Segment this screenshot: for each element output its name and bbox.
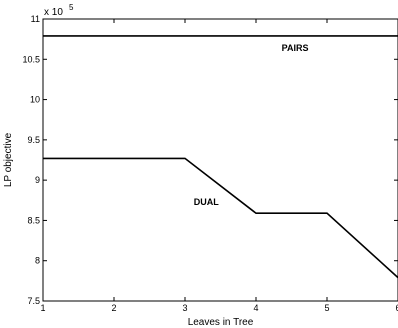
exponent-label: x 10 xyxy=(44,7,63,18)
ticks-layer: 1 2 3 4 5 6 7.5 8 8.5 9 9.5 10 10.5 11 xyxy=(22,14,398,313)
labels-layer: x 10 5 Leaves in Tree LP objective xyxy=(3,3,254,328)
y-tick-label: 8 xyxy=(35,256,40,266)
y-tick-label: 8.5 xyxy=(27,215,40,225)
annotations-layer: PAIRS DUAL xyxy=(194,43,309,207)
annotation-dual: DUAL xyxy=(194,197,219,207)
y-tick-label: 10 xyxy=(30,95,40,105)
x-axis-label: Leaves in Tree xyxy=(188,317,254,328)
y-tick-label: 10.5 xyxy=(22,54,40,64)
series-layer xyxy=(43,35,398,279)
x-tick-label: 1 xyxy=(40,303,45,313)
series-line-dual xyxy=(43,157,398,279)
y-tick-label: 7.5 xyxy=(27,296,40,306)
x-tick-label: 5 xyxy=(324,303,329,313)
x-tick-label: 2 xyxy=(111,303,116,313)
plot-area xyxy=(42,18,398,302)
x-tick-label: 3 xyxy=(182,303,187,313)
exponent-power: 5 xyxy=(69,3,74,12)
y-tick-label: 11 xyxy=(31,14,40,24)
annotation-pairs: PAIRS xyxy=(282,43,309,53)
axes-frame xyxy=(42,18,398,302)
x-tick-label: 4 xyxy=(253,303,258,313)
x-tick-label: 6 xyxy=(395,303,398,313)
y-tick-label: 9 xyxy=(35,175,40,185)
y-axis-label: LP objective xyxy=(3,132,14,187)
y-tick-label: 9.5 xyxy=(27,135,40,145)
